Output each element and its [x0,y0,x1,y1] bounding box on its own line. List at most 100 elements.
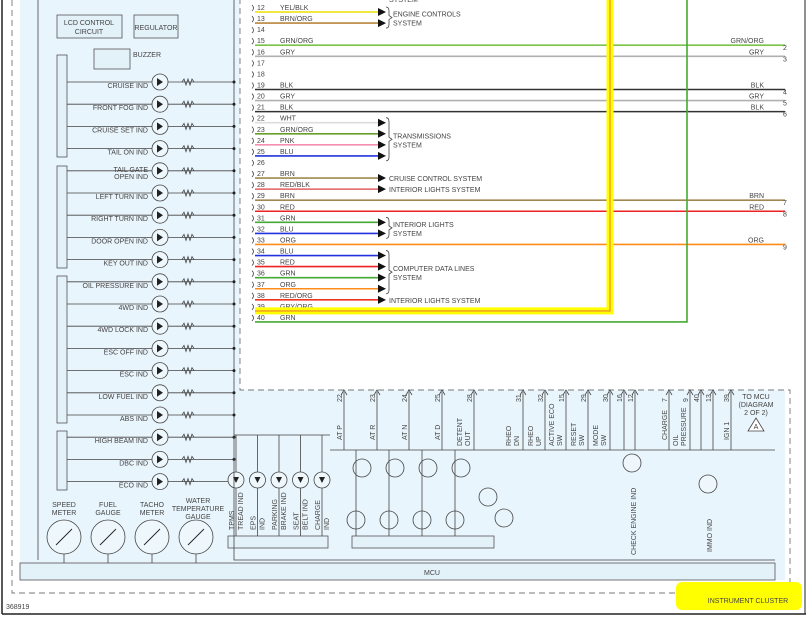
pin-label-2: SW [601,434,608,446]
junction-dot [232,258,236,262]
pin-label: CHARGE [662,410,669,440]
wire-color-code: GRN [280,271,296,278]
bottom-indicator: PARKING BRAKE IND [270,435,288,536]
system-label-2: SYSTEM [393,142,422,149]
resistor-icon [181,410,195,420]
indicator-label-2: IND [260,518,267,530]
pin-number: 7 [662,398,669,402]
indicator-label: TAIL GATE [114,167,149,174]
wire-right-label: GRY [749,49,764,56]
pin-number: 33 [257,237,265,244]
diode-icon [157,455,163,464]
gauge-label-2: GAUGE [95,510,121,517]
arrow-icon [378,229,386,238]
wire-right-pin: 4 [783,89,787,96]
resistor-icon [181,188,195,198]
system-group: ENGINE CONTROLS SYSTEM [385,6,461,29]
pin-number: 26 [257,160,265,167]
diode-icon [157,166,163,175]
indicator-label-2: BRAKE IND [281,492,288,530]
connector-mark [251,281,254,289]
diode-icon [157,300,163,308]
wire-pin-29: 29 BRN BRN 7 [251,192,787,207]
to-mcu-label-2: (DIAGRAM [739,402,774,409]
pin-number: 12 [257,5,265,12]
gauge-label: WATER [186,498,211,505]
system-label: ENGINE CONTROLS [393,12,461,19]
reference-triangle-icon [747,417,765,432]
buzzer-label: BUZZER [133,52,161,59]
diode-icon [157,322,163,331]
pin-number: 31 [516,394,523,402]
indicator: KEY OUT IND [67,251,236,269]
junction-dot [232,302,236,306]
diode-icon [157,100,163,109]
wire-pin-13: 13 BRN/ORG [251,15,386,28]
needle-icon [143,528,161,546]
wire-right-pin: 5 [783,101,787,108]
system-label: COMPUTER DATA LINES [393,266,475,273]
wire-pin-37: 37 ORG [251,281,386,293]
resistor-icon [181,477,195,486]
gauge-label: TACHO [140,502,165,509]
diode-icon [319,477,325,483]
wire-color-code: WHT [280,116,297,123]
wire-color-code: BRN/ORG [280,16,313,23]
system-label-2: SYSTEM [393,275,422,282]
diode-icon [157,366,163,375]
wire-right-pin: 8 [783,211,787,218]
bottom-indicator: EPS IND [249,435,267,536]
needle-icon [99,528,117,546]
system-group: INTERIOR LIGHTS SYSTEM [385,216,454,239]
pin-label: AT N [402,425,409,440]
arrow-icon [378,118,386,127]
wire-right-label: BLK [751,105,765,112]
indicator-label: TAIL ON IND [108,150,148,157]
pin-label-2: UP [536,436,543,446]
indicator-leds: CRUISE IND FRONT FOG IND CRUISE SET IND TAI… [37,0,775,561]
resistor-icon [181,122,195,131]
pin-number: 27 [257,171,265,178]
connector-mark [251,93,254,100]
junction-dot [232,80,236,84]
connector-mark [251,26,254,34]
indicator-label-2: BELT IND [303,499,310,530]
transistor-icon [418,458,438,478]
wire-pin-14: 14 [251,26,265,34]
indicator: 4WD IND [67,295,236,313]
connector-mark [251,314,254,322]
junction-dot [232,391,236,395]
pin-label: RHEO [506,425,513,446]
pin-arrow-icon [709,389,717,396]
led-icon [622,453,642,473]
indicator-label: 4WD IND [118,305,148,312]
connector-pin-16: 16 [617,389,628,450]
diode-icon [254,477,261,483]
connector-block [56,165,68,269]
resistor-icon [181,99,195,109]
diode-icon [157,411,163,419]
pin-arrow-icon [631,389,639,396]
resistor-icon [181,366,195,375]
indicator: DBC IND [67,450,236,468]
regulator [133,14,179,39]
pin-number: 25 [257,149,265,156]
brace [385,216,393,239]
wire-right-label: GRN/ORG [731,38,764,45]
system-label: TRANSMISSIONS [393,133,451,140]
lcd-control-circuit [56,14,123,39]
wire-pin-40: 40 GRN [251,0,688,323]
wire-color-code: BRN [280,171,295,178]
pin-number: 30 [603,394,610,402]
junction-dot [232,124,236,128]
indicator: FRONT FOG IND [67,95,236,113]
wire-color-code: GRN/ORG [280,38,313,45]
wire-color-code: YEL/BLK [280,5,309,12]
system-label-2: SYSTEM [393,231,422,238]
resistor-icon [181,144,195,153]
pin-arrow-icon [438,389,446,396]
needle-icon [187,528,205,546]
system-group: INTERIOR LIGHTS SYSTEM [389,187,481,194]
